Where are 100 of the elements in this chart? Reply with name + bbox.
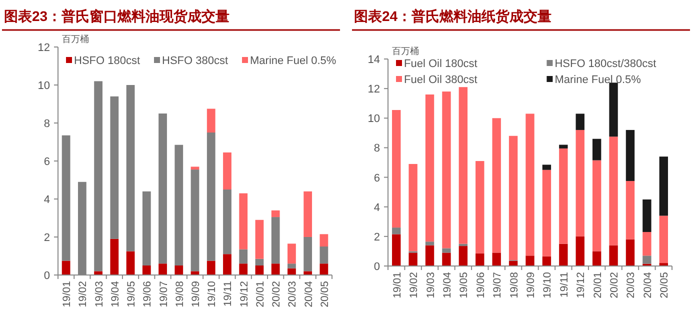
bar: [425, 245, 434, 266]
bar: [271, 217, 280, 264]
bar: [206, 132, 216, 261]
chart-title: 图表24：普氏燃料油纸货成交量: [354, 8, 552, 24]
x-tick-label: 20/03: [625, 272, 638, 298]
x-tick-label: 19/10: [542, 272, 554, 298]
bar: [542, 170, 552, 256]
bar: [442, 92, 451, 248]
x-tick-label: 20/02: [270, 280, 283, 308]
legend-label: Marine Fuel 0.5%: [250, 55, 336, 67]
x-tick-label: 19/08: [174, 280, 186, 308]
bar: [304, 271, 312, 275]
bar: [255, 258, 264, 266]
bar: [223, 254, 232, 275]
x-tick-label: 19/01: [61, 280, 74, 308]
bar: [659, 156, 668, 216]
bar: [626, 180, 635, 240]
y-axis-title: 百万桶: [392, 46, 419, 56]
bar: [158, 264, 167, 275]
bar: [392, 228, 401, 234]
bar: [94, 271, 102, 275]
bar: [576, 114, 584, 130]
bar: [392, 234, 401, 266]
bar: [206, 260, 216, 275]
bar: [62, 260, 70, 275]
bar: [609, 136, 618, 246]
x-tick-label: 19/02: [77, 280, 90, 308]
bar: [659, 216, 668, 264]
x-tick-label: 19/01: [391, 272, 404, 298]
bar: [425, 242, 434, 246]
x-tick-label: 19/09: [525, 272, 537, 298]
x-tick-label: 20/01: [254, 280, 266, 308]
bar: [392, 110, 401, 228]
y-tick-label: 8: [44, 118, 50, 130]
x-tick-label: 20/01: [592, 272, 604, 298]
bar: [320, 264, 328, 275]
x-tick-label: 19/06: [474, 272, 487, 298]
bar: [288, 244, 296, 264]
x-tick-label: 19/07: [492, 272, 504, 298]
x-tick-label: 20/05: [658, 272, 671, 298]
bar: [126, 85, 135, 252]
y-tick-label: 2: [44, 232, 50, 244]
bar: [442, 248, 451, 253]
x-tick-label: 19/12: [238, 280, 250, 308]
y-tick-label: 12: [368, 84, 380, 96]
bar: [576, 130, 584, 236]
bar: [559, 144, 568, 148]
bar: [190, 166, 200, 170]
bar: [609, 245, 618, 266]
bar: [288, 268, 296, 275]
legend-label: Fuel Oil 180cst: [404, 58, 478, 70]
y-axis-title: 百万桶: [62, 34, 89, 44]
bar: [626, 130, 635, 181]
y-tick-label: 6: [374, 172, 380, 184]
legend-label: HSFO 380cst: [162, 55, 228, 67]
bar: [609, 82, 618, 137]
bar: [304, 237, 312, 272]
bar: [142, 266, 151, 275]
y-tick-label: 4: [44, 194, 50, 206]
bar: [174, 144, 184, 266]
bar: [526, 256, 534, 266]
y-tick-label: 0: [44, 270, 50, 282]
bar: [542, 256, 552, 266]
bar: [239, 264, 248, 275]
y-tick-label: 4: [374, 202, 380, 214]
x-tick-label: 19/12: [575, 272, 588, 298]
bar: [223, 152, 232, 190]
x-tick-label: 20/04: [302, 280, 315, 308]
bar: [592, 160, 602, 252]
bar: [94, 81, 102, 272]
bar: [559, 244, 568, 266]
x-tick-label: 19/09: [190, 280, 202, 308]
x-tick-label: 19/03: [93, 280, 106, 308]
bar: [320, 234, 328, 246]
bar: [271, 264, 280, 275]
legend-label: Fuel Oil 380cst: [404, 74, 478, 86]
bar: [425, 94, 434, 242]
x-tick-label: 19/05: [126, 280, 138, 308]
bar: [408, 164, 418, 252]
y-tick-label: 6: [44, 156, 50, 168]
bar: [458, 87, 468, 244]
bar: [239, 193, 248, 250]
x-tick-label: 19/05: [458, 272, 470, 298]
legend-label: HSFO 180cst/380cst: [554, 58, 656, 70]
y-tick-label: 14: [368, 54, 380, 66]
x-tick-label: 20/04: [642, 272, 654, 298]
bar: [288, 264, 296, 268]
bar: [255, 266, 264, 275]
bar: [592, 251, 602, 266]
x-tick-label: 19/10: [206, 280, 218, 308]
x-tick-label: 19/07: [158, 280, 170, 308]
x-tick-label: 19/11: [558, 272, 570, 298]
bar: [255, 220, 264, 259]
x-tick-label: 20/05: [318, 280, 331, 308]
bar: [304, 191, 312, 237]
bar: [559, 148, 568, 244]
y-tick-label: 12: [38, 42, 50, 54]
x-tick-label: 20/03: [286, 280, 299, 308]
bar: [626, 239, 635, 266]
bar: [642, 199, 652, 232]
